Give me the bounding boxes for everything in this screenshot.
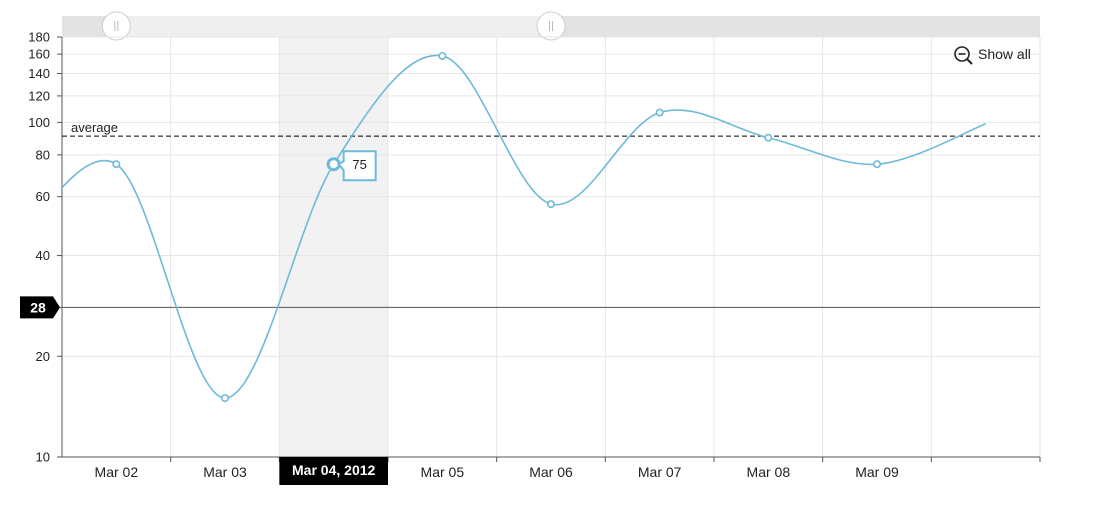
highlight-band-rect <box>279 37 388 457</box>
x-tick-label: Mar 05 <box>421 464 465 480</box>
data-point[interactable] <box>764 133 773 142</box>
x-tick-label: Mar 08 <box>747 464 791 480</box>
y-tick-label: 140 <box>28 66 50 81</box>
y-tick-label: 60 <box>36 189 50 204</box>
grid-lines <box>62 36 1041 458</box>
scrollbar-left-handle[interactable] <box>101 11 131 41</box>
show-all-button[interactable]: Show all <box>954 46 1031 65</box>
data-point[interactable] <box>112 160 121 169</box>
scrollbar-selection[interactable] <box>116 16 551 37</box>
x-axis-ticks: Mar 02 Mar 03 Mar 05 Mar 06 Mar 07 Mar 08 Mar … <box>95 457 1041 480</box>
data-point[interactable] <box>546 200 555 209</box>
y-tick-label: 180 <box>28 30 50 45</box>
y-tick-label: 100 <box>28 115 50 130</box>
category-cursor: Mar 04, 2012 <box>279 457 388 485</box>
y-tick-label: 120 <box>28 88 50 103</box>
y-axis-ticks: 10 20 40 60 80 100 120 140 160 180 <box>28 30 62 465</box>
balloon-text: 75 <box>352 157 366 172</box>
y-tick-label: 10 <box>36 450 50 465</box>
category-cursor-box <box>279 457 388 485</box>
show-all-label[interactable]: Show all <box>978 46 1031 62</box>
data-point[interactable] <box>655 108 664 117</box>
y-tick-label: 160 <box>28 47 50 62</box>
y-tick-label: 40 <box>36 248 50 263</box>
data-point[interactable] <box>438 51 447 60</box>
highlight-band <box>279 37 388 457</box>
zoom-out-icon[interactable] <box>954 46 973 65</box>
y-tick-label: 20 <box>36 349 50 364</box>
data-point[interactable] <box>872 160 881 169</box>
value-cursor-tag <box>20 296 60 319</box>
x-tick-label: Mar 07 <box>638 464 682 480</box>
average-guide: average <box>62 120 1040 137</box>
balloon-layer: 75 <box>337 150 377 182</box>
value-axis-cursor: 28 <box>20 296 1040 319</box>
axes <box>61 37 1040 458</box>
data-point[interactable] <box>221 394 230 403</box>
x-tick-label: Mar 02 <box>95 464 139 480</box>
y-tick-label: 80 <box>36 147 50 162</box>
x-tick-label: Mar 06 <box>529 464 573 480</box>
balloon-box <box>337 150 377 182</box>
scrollbar-right-handle[interactable] <box>536 11 566 41</box>
x-tick-label: Mar 03 <box>203 464 247 480</box>
value-cursor-label: 28 <box>30 299 46 315</box>
average-guide-label: average <box>71 120 118 135</box>
scrollbar[interactable] <box>62 11 1040 41</box>
x-tick-label: Mar 09 <box>855 464 899 480</box>
category-cursor-label: Mar 04, 2012 <box>292 462 375 478</box>
